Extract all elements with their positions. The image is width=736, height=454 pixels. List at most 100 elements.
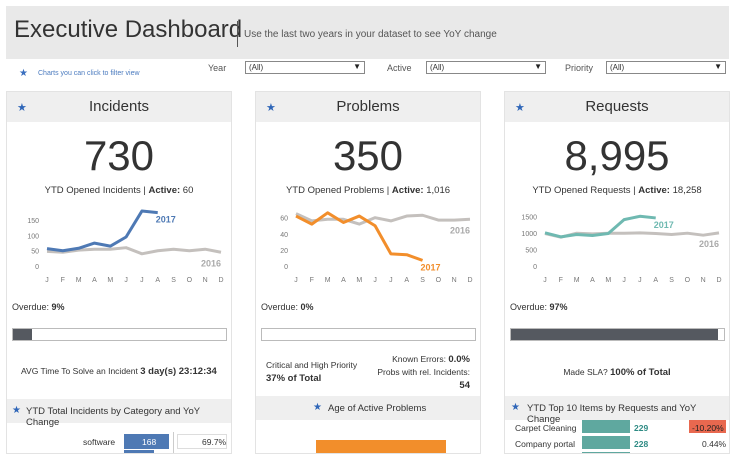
- requests-overdue-label: Overdue:: [510, 302, 548, 312]
- requests-title-bar: [505, 92, 729, 122]
- title-divider: [237, 21, 238, 47]
- priority-filter-label: Priority: [565, 63, 594, 73]
- y-tick-label: 150: [27, 218, 39, 225]
- x-tick-label: A: [404, 277, 409, 284]
- top-item-value: 229: [634, 423, 649, 433]
- top-item-bar[interactable]: [582, 452, 630, 453]
- problems-known-errors-value: 0.0%: [448, 354, 470, 365]
- year-filter-label: Year: [208, 63, 227, 73]
- requests-overdue-value: 97%: [549, 302, 568, 312]
- problems-rel-incidents-label: Probs with rel. Incidents:: [377, 367, 470, 377]
- priority-filter-value: (All): [610, 63, 625, 72]
- y-tick-label: 60: [280, 216, 288, 223]
- x-tick-label: S: [669, 277, 674, 284]
- y-tick-label: 500: [525, 247, 537, 254]
- x-tick-label: A: [590, 277, 595, 284]
- problems-title: Problems: [336, 98, 400, 115]
- x-tick-label: J: [294, 277, 298, 284]
- requests-panel: ★ Requests 8,995 YTD Opened Requests | A…: [504, 91, 730, 454]
- top-item-bar[interactable]: [582, 420, 630, 433]
- requests-sub-prefix: YTD Opened Requests |: [532, 185, 639, 196]
- y-tick-label: 40: [280, 232, 288, 239]
- x-tick-label: J: [622, 277, 626, 284]
- x-tick-label: M: [107, 277, 113, 284]
- x-tick-label: O: [187, 277, 193, 284]
- star-icon[interactable]: ★: [511, 402, 520, 413]
- active-filter-value: (All): [430, 63, 445, 72]
- x-tick-label: M: [356, 277, 362, 284]
- problems-age-section-title: Age of Active Problems: [328, 403, 427, 414]
- y-tick-label: 100: [27, 233, 39, 240]
- star-icon[interactable]: ★: [266, 102, 276, 114]
- x-tick-label: A: [341, 277, 346, 284]
- x-tick-label: M: [605, 277, 611, 284]
- incidents-avg-time: AVG Time To Solve an Incident 3 day(s) 2…: [21, 366, 217, 377]
- series-line-2016: [295, 212, 471, 226]
- problems-line-chart[interactable]: 0 20 40 60 J F M A M J J A S O N D 2016 2017: [256, 200, 480, 296]
- dropdown-arrow-icon: ▼: [353, 62, 361, 71]
- dropdown-arrow-icon: ▼: [534, 62, 542, 71]
- hint-text: Charts you can click to filter view: [38, 70, 140, 77]
- x-tick-label: N: [701, 277, 706, 284]
- requests-top-items-section-bar: [505, 396, 729, 420]
- incidents-overdue-value: 9%: [51, 302, 65, 312]
- x-tick-label: A: [92, 277, 97, 284]
- x-tick-label: J: [124, 277, 128, 284]
- y-tick-label: 0: [533, 264, 537, 271]
- requests-active-value: 18,258: [672, 185, 702, 196]
- star-icon[interactable]: ★: [515, 102, 525, 114]
- top-item-change: 0.44%: [702, 439, 727, 449]
- requests-ytd-count: 8,995: [564, 132, 670, 179]
- star-icon[interactable]: ★: [313, 402, 322, 413]
- problems-panel: ★ Problems 350 YTD Opened Problems | Act…: [255, 91, 481, 454]
- active-filter-select[interactable]: (All) ▼: [426, 61, 546, 74]
- requests-title: Requests: [585, 98, 649, 115]
- x-tick-label: M: [325, 277, 331, 284]
- x-tick-label: J: [543, 277, 547, 284]
- incidents-overdue-bar-fill: [13, 329, 33, 340]
- requests-line-chart[interactable]: 0 500 1000 1500 J F M A M J J A S O N D 2016 2017: [505, 200, 729, 296]
- requests-sla-label: Made SLA?: [563, 367, 608, 377]
- problems-overdue-label: Overdue:: [261, 302, 299, 312]
- incidents-subline: YTD Opened Incidents | Active: 60: [7, 185, 231, 196]
- page-title: Executive Dashboard: [14, 16, 243, 43]
- x-tick-label: D: [467, 277, 472, 284]
- x-tick-label: J: [638, 277, 642, 284]
- age-bar[interactable]: [316, 440, 446, 453]
- incidents-panel: ★ Incidents 730 YTD Opened Incidents | A…: [6, 91, 232, 454]
- x-tick-label: J: [373, 277, 377, 284]
- category-value: 168: [142, 437, 157, 447]
- dropdown-arrow-icon: ▼: [714, 62, 722, 71]
- series-line-2017: [46, 209, 158, 253]
- incidents-sub-prefix: YTD Opened Incidents |: [44, 185, 149, 196]
- incidents-overdue: Overdue: 9%: [12, 302, 65, 312]
- x-tick-label: D: [716, 277, 721, 284]
- top-item-bar[interactable]: [582, 436, 630, 449]
- x-tick-label: N: [203, 277, 208, 284]
- priority-filter-select[interactable]: (All) ▼: [606, 61, 726, 74]
- category-bar[interactable]: [124, 450, 154, 453]
- category-divider: [173, 432, 174, 453]
- year-filter-select[interactable]: (All) ▼: [245, 61, 365, 74]
- problems-known-errors-label: Known Errors:: [392, 354, 446, 364]
- series-label: 2017: [654, 220, 674, 230]
- x-tick-label: O: [685, 277, 691, 284]
- top-item-name: Company portal: [515, 439, 576, 449]
- requests-top-items-section-title: YTD Top 10 Items by Requests and YoY Cha…: [527, 403, 697, 425]
- series-line-2017: [295, 211, 424, 262]
- x-tick-label: M: [574, 277, 580, 284]
- x-tick-label: F: [310, 277, 314, 284]
- x-tick-label: D: [218, 277, 223, 284]
- incidents-line-chart[interactable]: 0 50 100 150 J F M A M J J A S O N D 2016 2017: [7, 200, 231, 296]
- x-tick-label: N: [452, 277, 457, 284]
- requests-overdue: Overdue: 97%: [510, 302, 568, 312]
- category-bar[interactable]: [124, 434, 169, 449]
- y-tick-label: 0: [35, 264, 39, 271]
- problems-overdue-bar: [261, 328, 476, 341]
- star-icon[interactable]: ★: [12, 405, 21, 416]
- star-icon[interactable]: ★: [17, 102, 27, 114]
- series-label: 2016: [201, 258, 221, 268]
- problems-ytd-count: 350: [332, 132, 404, 179]
- incidents-title: Incidents: [88, 98, 150, 115]
- page-subtitle: Use the last two years in your dataset t…: [244, 29, 497, 40]
